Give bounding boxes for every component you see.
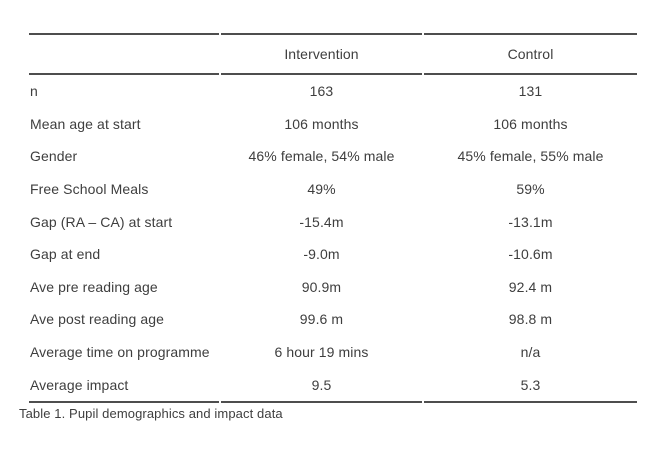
control-value: 131 [518,83,543,100]
control-value: n/a [520,344,541,361]
control-value: 45% female, 55% male [457,148,604,165]
table-row: Mean age at start 106 months 106 months [29,108,637,141]
intervention-value: 90.9m [301,278,342,295]
table-row: Average impact 9.5 5.3 [29,368,637,403]
table-row: Gap at end -9.0m -10.6m [29,238,637,271]
table-header-row: Intervention Control [29,33,637,75]
row-label: Gap (RA – CA) at start [30,213,173,230]
table-row: n 163 131 [29,75,637,108]
header-cell-empty [29,33,219,75]
table-row: Gap (RA – CA) at start -15.4m -13.1m [29,205,637,238]
header-cell-intervention: Intervention [221,33,422,75]
intervention-value: 49% [307,181,336,198]
intervention-value: 46% female, 54% male [248,148,395,165]
row-label: Mean age at start [30,115,141,132]
demographics-table: Intervention Control n 163 131 Mean age … [27,33,639,403]
control-value: 59% [516,181,545,198]
table-row: Average time on programme 6 hour 19 mins… [29,336,637,369]
intervention-value: -9.0m [303,246,340,263]
intervention-value: 9.5 [221,368,422,403]
table-row: Ave pre reading age 90.9m 92.4 m [29,271,637,304]
table-row: Ave post reading age 99.6 m 98.8 m [29,303,637,336]
intervention-value: -15.4m [299,213,344,230]
row-label: Gap at end [30,246,101,263]
control-value: -10.6m [508,246,553,263]
row-label: Ave post reading age [30,311,165,328]
row-label: Average impact [29,368,219,403]
header-cell-control: Control [424,33,637,75]
control-value: 98.8 m [508,311,553,328]
table-caption: Table 1. Pupil demographics and impact d… [19,406,283,421]
intervention-value: 6 hour 19 mins [274,344,369,361]
intervention-value: 163 [309,83,334,100]
control-value: 5.3 [424,368,637,403]
row-label: Gender [30,148,78,165]
table-row: Gender 46% female, 54% male 45% female, … [29,140,637,173]
control-value: 92.4 m [508,278,553,295]
intervention-value: 106 months [284,115,359,132]
row-label: Ave pre reading age [30,278,158,295]
control-value: 106 months [493,115,568,132]
row-label: Free School Meals [30,181,149,198]
control-value: -13.1m [508,213,553,230]
row-label: Average time on programme [30,344,210,361]
intervention-value: 99.6 m [299,311,344,328]
row-label: n [30,83,38,100]
table-row: Free School Meals 49% 59% [29,173,637,206]
